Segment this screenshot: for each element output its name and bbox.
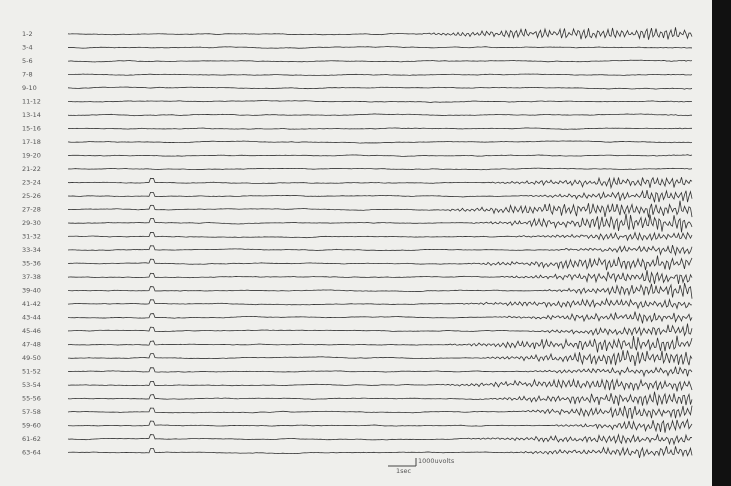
channel-label: 27-28	[22, 206, 41, 214]
channel-label: 47-48	[22, 341, 41, 349]
channel-label: 19-20	[22, 152, 41, 160]
channel-label: 3-4	[22, 44, 33, 52]
channel-label: 37-38	[22, 273, 41, 281]
channel-label: 31-32	[22, 233, 41, 241]
time-scale-label: 1sec	[396, 467, 412, 475]
channel-label: 21-22	[22, 165, 41, 173]
channel-label: 35-36	[22, 260, 41, 268]
page: 1000uvolts 1sec 1-2 3-4 5-6 7-8 9-10 11-12 13-…	[0, 0, 731, 486]
channel-label: 9-10	[22, 84, 37, 92]
channel-label: 1-2	[22, 30, 33, 38]
channel-label: 33-34	[22, 246, 41, 254]
channel-label: 39-40	[22, 287, 41, 295]
channel-label: 7-8	[22, 71, 33, 79]
channel-label: 55-56	[22, 395, 41, 403]
channel-label: 11-12	[22, 98, 41, 106]
channel-label: 61-62	[22, 435, 41, 443]
channel-label: 59-60	[22, 422, 41, 430]
voltage-scale-label: 1000uvolts	[418, 457, 455, 465]
edge	[712, 0, 731, 486]
channel-label: 41-42	[22, 300, 41, 308]
channel-label: 53-54	[22, 381, 41, 389]
channel-label: 63-64	[22, 449, 41, 457]
eeg-recording: 1000uvolts 1sec 1-2 3-4 5-6 7-8 9-10 11-12 13-…	[0, 0, 731, 486]
channel-label: 23-24	[22, 179, 41, 187]
channel-label: 57-58	[22, 408, 41, 416]
channel-label: 17-18	[22, 138, 41, 146]
channel-label: 15-16	[22, 125, 41, 133]
channel-label: 45-46	[22, 327, 41, 335]
channel-label: 49-50	[22, 354, 41, 362]
channel-label: 29-30	[22, 219, 41, 227]
channel-label: 43-44	[22, 314, 41, 322]
channel-label: 51-52	[22, 368, 41, 376]
channel-label: 25-26	[22, 192, 41, 200]
paper	[0, 0, 712, 486]
channel-label: 5-6	[22, 57, 33, 65]
channel-label: 13-14	[22, 111, 41, 119]
